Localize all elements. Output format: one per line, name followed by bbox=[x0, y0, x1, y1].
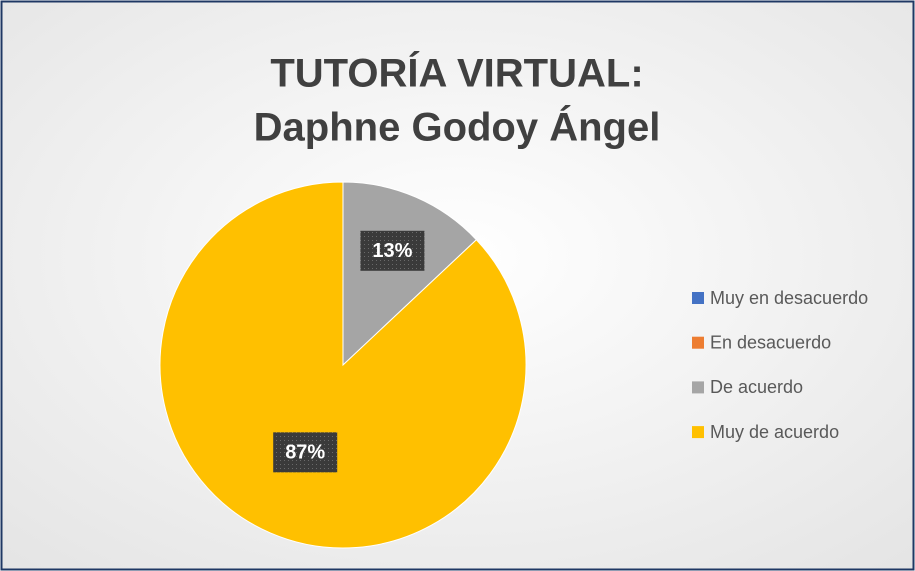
pie-slice bbox=[159, 181, 527, 549]
legend-label: Muy de acuerdo bbox=[710, 422, 839, 442]
legend-swatch bbox=[692, 381, 704, 394]
chart-title: TUTORÍA VIRTUAL: bbox=[270, 51, 643, 96]
data-label-box bbox=[273, 432, 338, 473]
legend-swatch bbox=[692, 292, 704, 304]
data-label: 87% bbox=[285, 442, 325, 464]
legend-label: En desacuerdo bbox=[710, 332, 831, 352]
legend-label: Muy en desacuerdo bbox=[710, 288, 868, 308]
pie-slice bbox=[342, 181, 478, 367]
legend-swatch bbox=[692, 426, 704, 439]
data-label-box bbox=[360, 230, 425, 271]
legend-swatch bbox=[692, 336, 704, 349]
chart-title: Daphne Godoy Ángel bbox=[254, 105, 661, 150]
data-label: 13% bbox=[372, 240, 412, 262]
legend-label: De acuerdo bbox=[710, 377, 803, 397]
